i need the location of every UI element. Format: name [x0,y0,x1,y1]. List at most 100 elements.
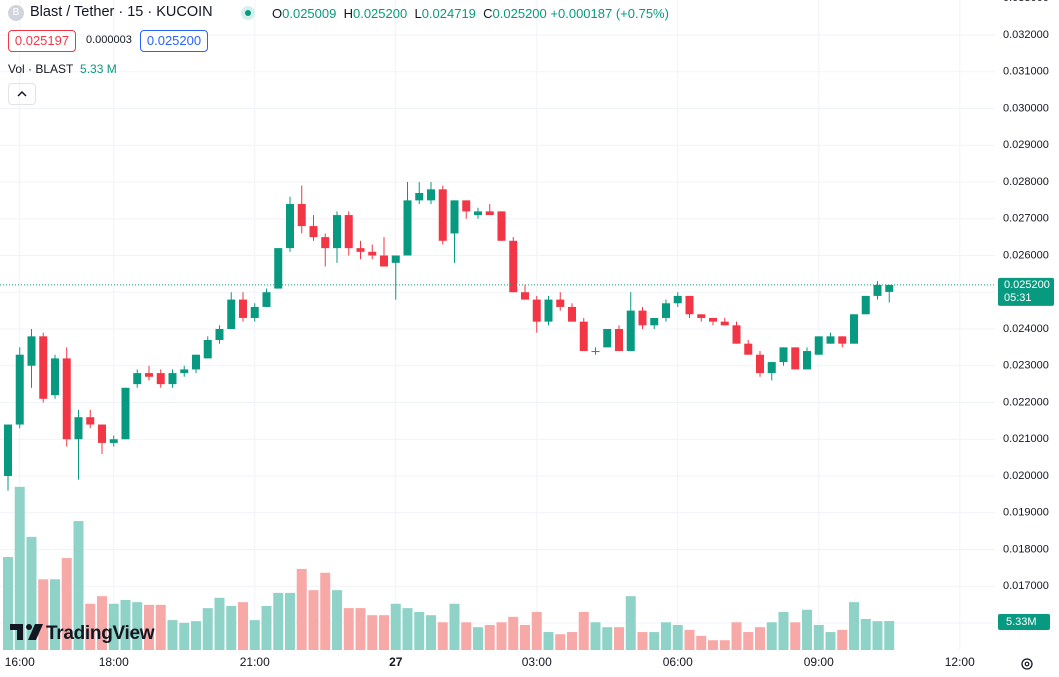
volume-bar [14,486,25,650]
candle-body [3,424,12,476]
candle-body [391,255,400,263]
volume-bar [719,640,730,650]
buy-button[interactable]: 0.025200 [140,30,208,52]
volume-bar [284,592,295,650]
volume-bar [132,602,143,650]
symbol-logo: B [8,5,24,21]
volume-bar [484,624,495,650]
volume-bar [155,604,166,650]
volume-bar [508,616,519,650]
candle-body [144,373,153,377]
volume-tag [998,614,1050,631]
candle-body [567,306,576,322]
volume-bar [249,620,260,650]
ohlc-legend: O0.025009 H0.025200 L0.024719 C0.025200 … [272,6,669,21]
volume-bar [566,632,577,650]
symbol-title[interactable]: Blast / Tether · 15 · KUCOIN [30,4,213,20]
volume-bar [85,603,96,650]
volume-bar [837,629,848,650]
candle-body [685,295,694,315]
candle-body [861,295,870,315]
sell-button[interactable]: 0.025197 [8,30,76,52]
volume-bar [414,611,425,650]
volume-bar [555,634,566,650]
candle-body [415,193,424,201]
candle-body [591,351,600,353]
chevron-icon [17,90,27,97]
volume-bar [496,622,507,650]
candle-body [426,189,435,201]
volume-bar [461,622,472,650]
candle-body [86,417,95,425]
candle-body [755,354,764,374]
y-tick-label: 0.023000 [1003,360,1049,372]
volume-bar [696,635,707,650]
candle-body [885,284,894,292]
volume-legend-label: Vol · BLAST [8,62,74,76]
candle-body [556,299,565,307]
settings-button[interactable] [1021,658,1033,670]
legend-value: 0.025200 [352,6,408,21]
candle-body [532,299,541,322]
volume-bar [2,556,13,650]
countdown-label: 05:31 [1004,292,1032,304]
candle-body [97,424,106,443]
candle-body [614,328,623,352]
volume-bar [449,603,460,650]
last-price-label: 0.025200 [1004,279,1050,291]
x-tick-label: 27 [389,655,403,669]
y-tick-label: 0.018000 [1003,543,1049,555]
candle-body [873,284,882,296]
volume-bar [179,622,190,650]
legend-value: 0.024719 [421,6,476,21]
volume-bar [637,632,648,650]
market-status[interactable] [241,6,255,20]
candle-body [708,317,717,322]
candle-body [332,215,341,249]
brand-logo[interactable]: TradingView [10,619,155,645]
y-tick-label: 0.020000 [1003,470,1049,482]
candle-body [285,204,294,249]
volume-bar [390,603,401,650]
y-tick-label: 0.024000 [1003,323,1049,335]
candle-body [826,336,835,344]
candle-body [133,373,142,385]
volume-bar [472,627,483,650]
volume-bar [848,602,859,650]
volume-bar [308,590,319,650]
spread: 0.000003 [86,34,132,46]
candle-body [168,373,177,385]
y-tick-label: 0.029000 [1003,139,1049,151]
candle-body [344,215,353,249]
settings-icon-center [1024,661,1030,667]
candle-body [509,240,518,293]
candle-body [744,343,753,355]
volume-bar [226,605,237,650]
volume-bar [320,572,331,650]
candle-body [485,211,494,216]
legend-key: L [414,6,422,21]
volume-bar [590,622,601,650]
volume-bar [38,579,49,650]
candle-body [720,321,729,326]
brand-icon [10,624,43,640]
volume-bar [237,602,248,650]
volume-bar [296,568,307,650]
candle-body [109,439,118,443]
volume-bar [378,615,389,650]
volume-bar [367,615,378,650]
volume-bar [731,622,742,650]
volume-bar [649,632,660,650]
volume-bar [801,609,812,650]
legend-key: O [272,6,283,21]
legend-value: 0.025200 [492,6,547,21]
volume-bar [214,597,225,650]
volume-bar [543,632,554,650]
volume-bar [743,632,754,650]
candle-body [191,354,200,370]
y-tick-label: 0.026000 [1003,249,1049,261]
candle-body [309,226,318,238]
collapse-button[interactable] [8,83,36,105]
y-tick-label: 0.030000 [1003,102,1049,114]
